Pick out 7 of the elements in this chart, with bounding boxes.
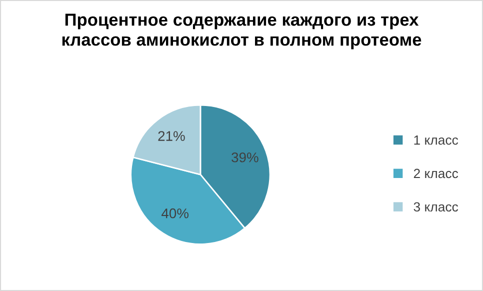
data-label: 21%	[158, 131, 185, 141]
data-label: 40%	[162, 208, 189, 218]
data-label: 39%	[232, 152, 258, 162]
legend-label: 3 класс	[414, 202, 458, 212]
chart-title: Процентное содержание каждого из трех классов аминокислот в полном протеоме	[62, 14, 422, 50]
legend-label: 1 класс	[414, 136, 458, 145]
legend-label: 2 класс	[414, 168, 458, 178]
